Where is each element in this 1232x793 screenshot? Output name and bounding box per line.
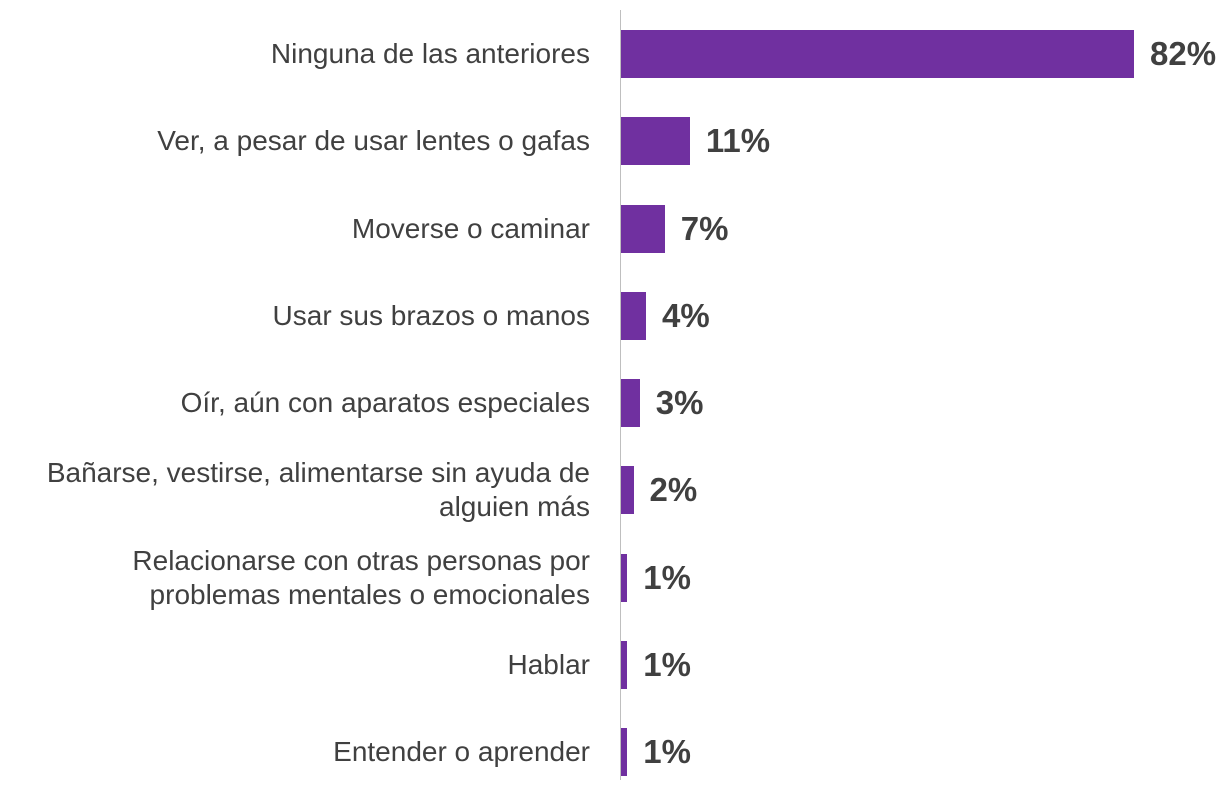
value-label: 3% (655, 384, 704, 421)
bar (621, 291, 647, 340)
category-label: Bañarse, vestirse, alimentarse sin ayuda… (46, 457, 590, 523)
value-label: 2% (649, 471, 698, 509)
bar (621, 640, 628, 689)
category-label: Ver, a pesar de usar lentes o gafas (157, 125, 590, 157)
bar (621, 204, 665, 253)
value-label: 1% (643, 733, 691, 770)
value-label: 7% (680, 209, 729, 247)
bar (621, 553, 628, 602)
bar (621, 379, 640, 427)
category-label: Hablar (507, 648, 590, 680)
category-label: Oír, aún con aparatos especiales (180, 387, 590, 418)
value-label: 1% (643, 558, 691, 596)
value-label: 82% (1150, 35, 1217, 72)
bar (621, 117, 690, 166)
category-label: Moverse o caminar (351, 212, 590, 244)
category-label: Entender o aprender (333, 736, 590, 767)
axis-line (620, 10, 621, 780)
value-label: 11% (705, 122, 771, 160)
bar (621, 30, 1134, 78)
bar (621, 728, 628, 776)
bar (621, 466, 634, 515)
category-label: Ninguna de las anteriores (270, 38, 590, 69)
category-label: Usar sus brazos o manos (272, 299, 590, 331)
category-label: Relacionarse con otras personas por prob… (132, 544, 590, 610)
value-label: 4% (662, 296, 710, 334)
value-label: 1% (643, 645, 691, 683)
